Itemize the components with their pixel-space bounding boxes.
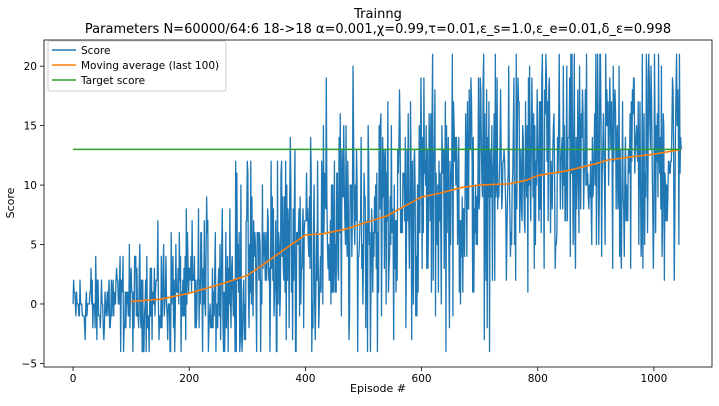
y-tick-label: 5 — [30, 240, 37, 252]
x-tick-label: 1000 — [641, 373, 668, 385]
y-tick-label: −5 — [22, 358, 37, 370]
y-tick-label: 10 — [24, 180, 37, 192]
x-tick-label: 200 — [179, 373, 199, 385]
x-tick-label: 800 — [528, 373, 548, 385]
plot-area — [72, 53, 682, 353]
series-line-moving-average — [130, 148, 682, 303]
legend-label-score: Score — [81, 45, 110, 57]
chart-subtitle: Parameters N=60000/64:6 18->18 α=0.001,χ… — [85, 22, 671, 37]
x-axis-label: Episode # — [350, 382, 406, 395]
series-line-score — [72, 53, 682, 353]
y-tick-label: 0 — [30, 299, 37, 311]
y-tick-label: 15 — [24, 121, 37, 133]
x-tick-label: 400 — [295, 373, 315, 385]
axis-ticks: 0 200 400 600 800 1000 −5 0 5 10 15 20 — [22, 61, 668, 385]
x-tick-label: 600 — [412, 373, 432, 385]
y-axis-label: Score — [4, 187, 17, 218]
y-tick-label: 20 — [24, 61, 37, 73]
x-tick-label: 0 — [70, 373, 77, 385]
legend-box — [47, 40, 227, 92]
legend-label-target-score: Target score — [80, 75, 145, 87]
legend: Score Moving average (last 100) Target s… — [47, 40, 227, 92]
legend-label-moving-average: Moving average (last 100) — [81, 60, 219, 72]
axes-frame — [43, 39, 713, 368]
chart-title: Trainng — [353, 7, 402, 22]
